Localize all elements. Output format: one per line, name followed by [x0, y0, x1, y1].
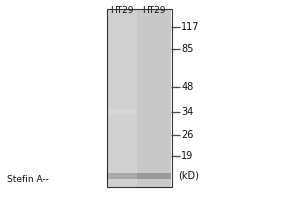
Text: (kD): (kD) — [178, 171, 199, 181]
Bar — [108, 9, 136, 187]
Text: Stefin A--: Stefin A-- — [7, 175, 49, 184]
Bar — [108, 173, 136, 179]
Bar — [107, 9, 172, 187]
Text: 26: 26 — [181, 130, 194, 140]
Text: 85: 85 — [181, 44, 194, 54]
Text: 34: 34 — [181, 107, 194, 117]
Bar — [136, 9, 171, 187]
Bar — [108, 109, 136, 114]
Text: 19: 19 — [181, 151, 194, 161]
Text: HT29: HT29 — [142, 6, 166, 15]
Bar — [136, 173, 171, 179]
Text: 48: 48 — [181, 82, 194, 92]
Text: HT29: HT29 — [110, 6, 134, 15]
Text: 117: 117 — [181, 22, 200, 32]
